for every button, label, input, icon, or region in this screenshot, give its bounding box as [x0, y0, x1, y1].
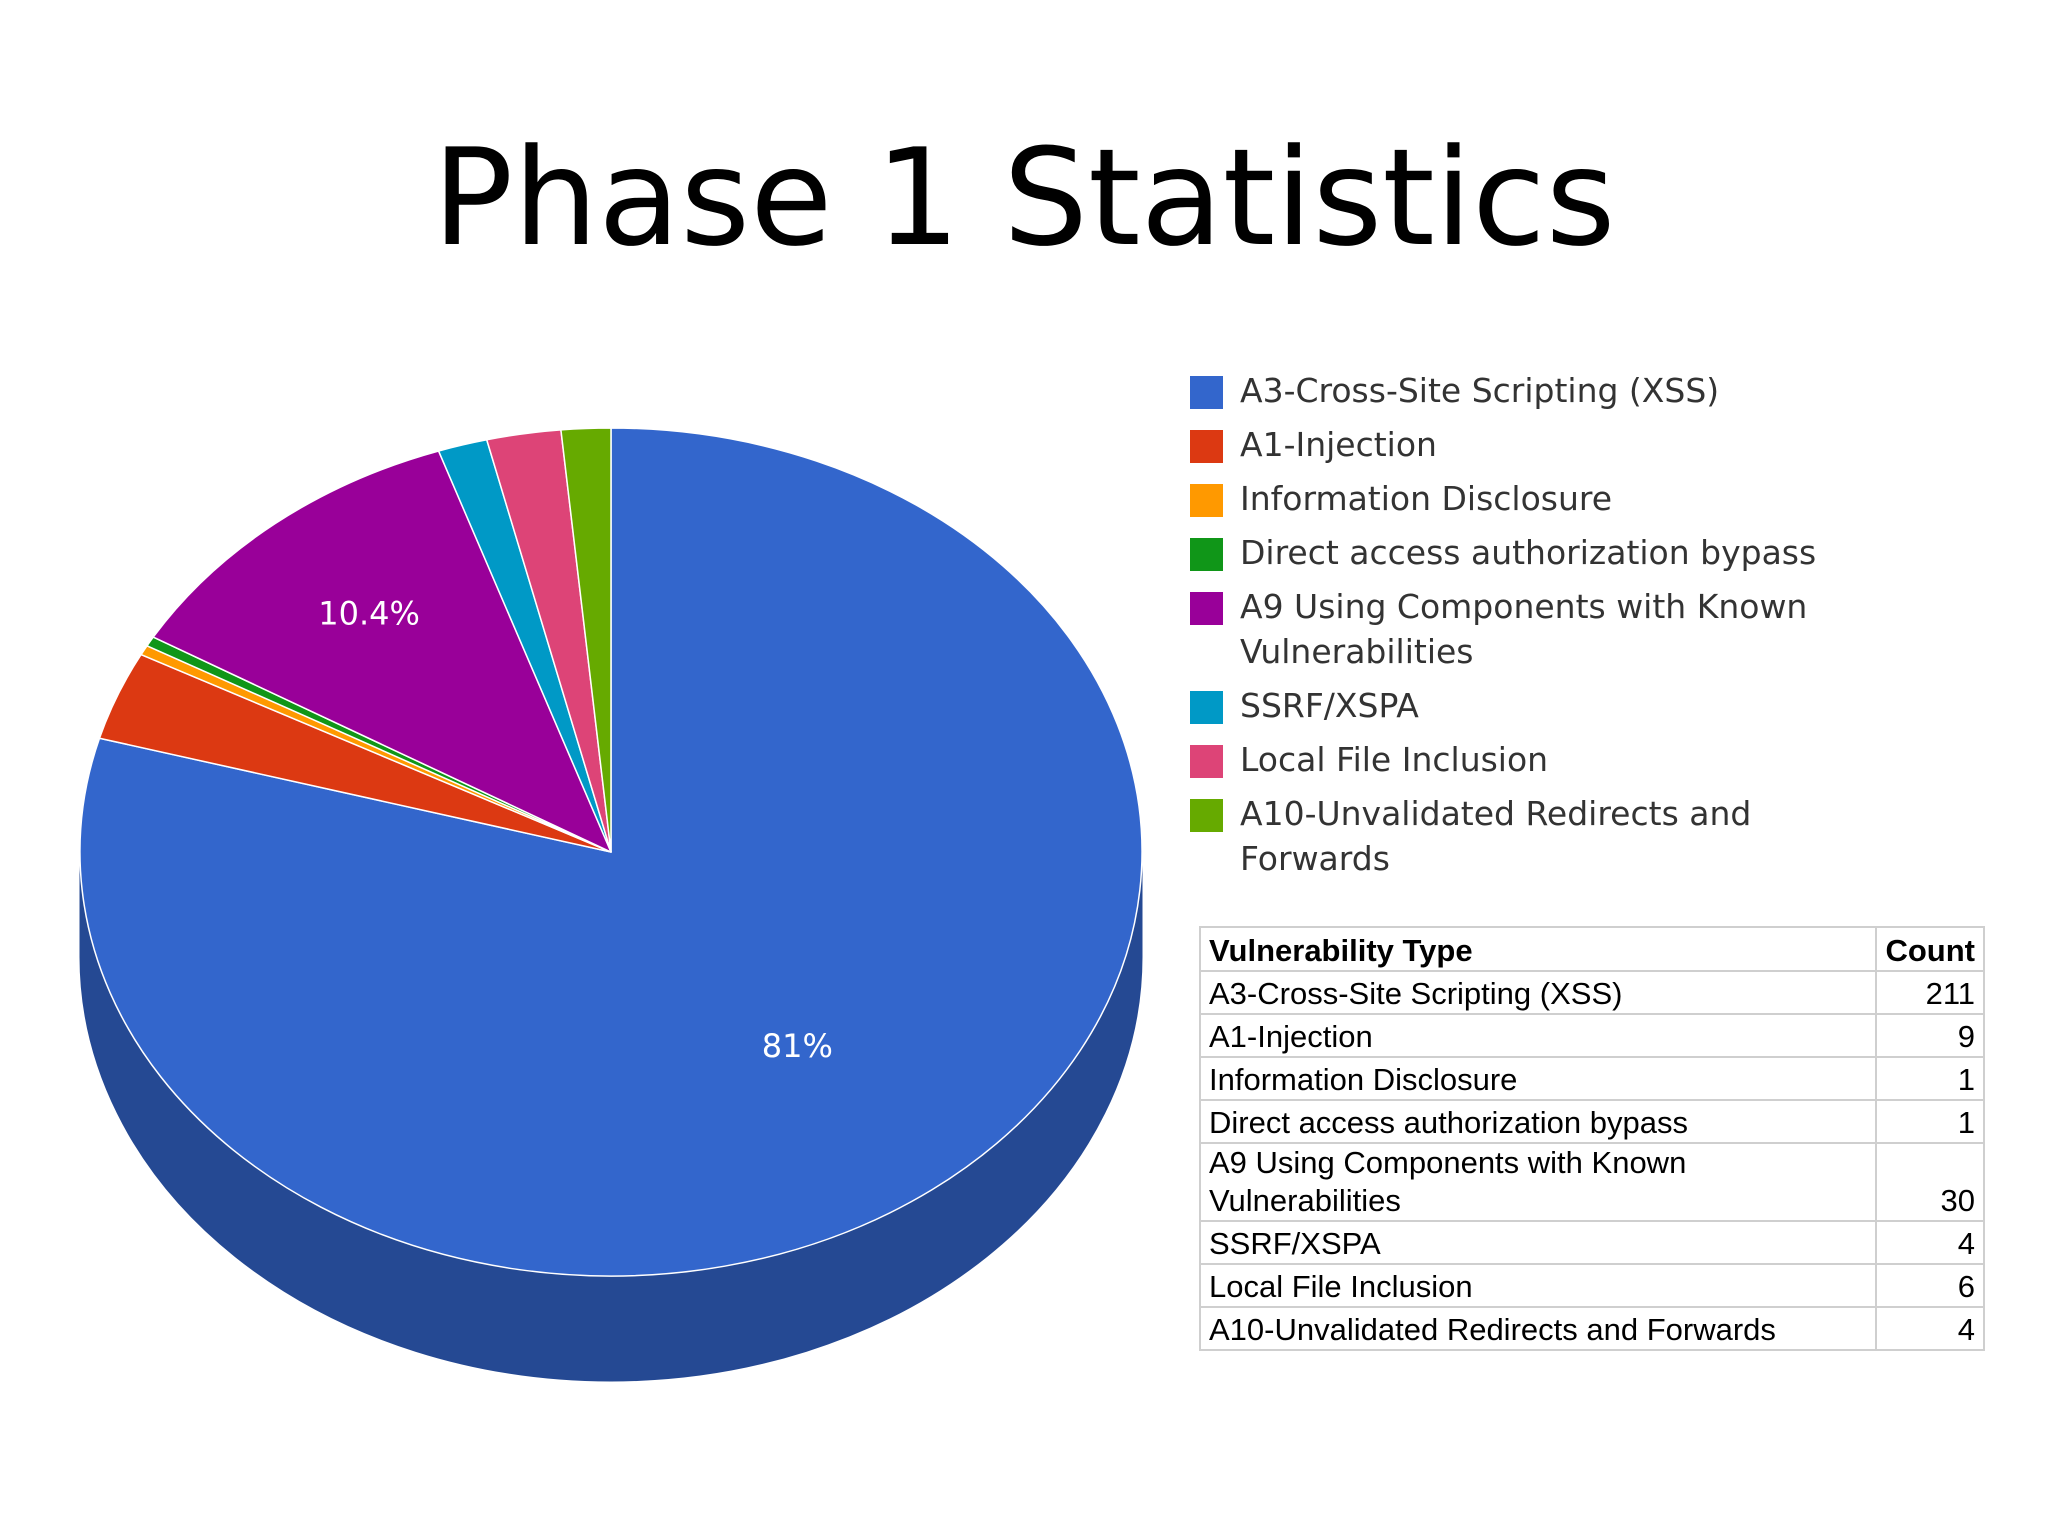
vulnerability-table: Vulnerability Type Count A3-Cross-Site S…	[1199, 926, 1985, 1351]
table-row: Local File Inclusion 6	[1199, 1263, 1985, 1308]
pie-layer: 81% 10.4%	[79, 427, 1143, 1382]
slide-title: Phase 1 Statistics	[432, 120, 1616, 276]
vulnerability-type-cell: A10-Unvalidated Redirects and Forwards	[1199, 1306, 1877, 1351]
count-cell: 4	[1875, 1220, 1985, 1265]
legend-swatch	[1190, 430, 1223, 463]
vulnerability-type-text: Vulnerabilities	[1209, 1183, 1401, 1218]
table-header-type: Vulnerability Type	[1199, 926, 1877, 972]
legend-item: A1-Injection	[1190, 422, 1870, 467]
legend-item: Local File Inclusion	[1190, 737, 1870, 782]
vulnerability-type-text: A3-Cross-Site Scripting (XSS)	[1209, 976, 1623, 1011]
table-header-row: Vulnerability Type Count	[1199, 926, 1985, 972]
vulnerability-type-text: Direct access authorization bypass	[1209, 1105, 1689, 1140]
slice-label-0: 81%	[762, 1027, 833, 1065]
legend-item: A9 Using Components with Known Vulnerabil…	[1190, 584, 1870, 674]
legend-label: Forwards	[1240, 839, 1390, 878]
vulnerability-type-cell: Information Disclosure	[1199, 1056, 1877, 1101]
vulnerability-type-cell: A9 Using Components with Known Vulnerabil…	[1199, 1142, 1877, 1222]
count-cell: 4	[1875, 1306, 1985, 1351]
pie-slice-4	[152, 450, 612, 853]
vulnerability-type-text: A10-Unvalidated Redirects and Forwards	[1209, 1312, 1776, 1347]
table-row: A3-Cross-Site Scripting (XSS) 211	[1199, 970, 1985, 1015]
legend-label: Local File Inclusion	[1240, 740, 1549, 779]
table-row: Information Disclosure 1	[1199, 1056, 1985, 1101]
count-cell: 9	[1875, 1013, 1985, 1058]
legend-item: A3-Cross-Site Scripting (XSS)	[1190, 368, 1870, 413]
legend-label: A1-Injection	[1240, 425, 1437, 464]
legend-item: Information Disclosure	[1190, 476, 1870, 521]
vulnerability-type-cell: A3-Cross-Site Scripting (XSS)	[1199, 970, 1877, 1015]
count-cell: 1	[1875, 1099, 1985, 1144]
legend-label: A9 Using Components with Known	[1240, 587, 1808, 626]
table-row: A10-Unvalidated Redirects and Forwards 4	[1199, 1306, 1985, 1351]
table-header-count: Count	[1875, 926, 1985, 972]
legend-swatch	[1190, 691, 1223, 724]
legend-label: Vulnerabilities	[1240, 632, 1474, 671]
legend-label: Information Disclosure	[1240, 479, 1613, 518]
vulnerability-type-cell: Local File Inclusion	[1199, 1263, 1877, 1308]
count-cell: 211	[1875, 970, 1985, 1015]
vulnerability-type-cell: A1-Injection	[1199, 1013, 1877, 1058]
slice-label-4: 10.4%	[318, 595, 420, 633]
pie-slice-7	[560, 427, 612, 853]
chart-legend: A3-Cross-Site Scripting (XSS) A1-Injectio…	[1190, 368, 1870, 890]
table-row: A9 Using Components with Known Vulnerabil…	[1199, 1142, 1985, 1222]
vulnerability-type-text: A1-Injection	[1209, 1019, 1373, 1054]
count-cell: 6	[1875, 1263, 1985, 1308]
count-cell: 1	[1875, 1056, 1985, 1101]
table-row: SSRF/XSPA 4	[1199, 1220, 1985, 1265]
vulnerability-type-text: A9 Using Components with Known	[1209, 1145, 1687, 1180]
legend-item: Direct access authorization bypass	[1190, 530, 1870, 575]
legend-swatch	[1190, 799, 1223, 832]
vulnerability-type-cell: Direct access authorization bypass	[1199, 1099, 1877, 1144]
legend-swatch	[1190, 745, 1223, 778]
legend-swatch	[1190, 592, 1223, 625]
table-row: A1-Injection 9	[1199, 1013, 1985, 1058]
legend-swatch	[1190, 538, 1223, 571]
vulnerability-type-text: Local File Inclusion	[1209, 1269, 1473, 1304]
legend-label: SSRF/XSPA	[1240, 686, 1419, 725]
count-cell: 30	[1875, 1142, 1985, 1222]
legend-swatch	[1190, 484, 1223, 517]
legend-swatch	[1190, 376, 1223, 409]
legend-item: SSRF/XSPA	[1190, 683, 1870, 728]
vulnerability-type-cell: SSRF/XSPA	[1199, 1220, 1877, 1265]
vulnerability-type-text: Information Disclosure	[1209, 1062, 1518, 1097]
legend-label: Direct access authorization bypass	[1240, 533, 1817, 572]
legend-label: A10-Unvalidated Redirects and	[1240, 794, 1752, 833]
table-row: Direct access authorization bypass 1	[1199, 1099, 1985, 1144]
vulnerability-type-text: SSRF/XSPA	[1209, 1226, 1381, 1261]
legend-label: A3-Cross-Site Scripting (XSS)	[1240, 371, 1720, 410]
legend-item: A10-Unvalidated Redirects and Forwards	[1190, 791, 1870, 881]
